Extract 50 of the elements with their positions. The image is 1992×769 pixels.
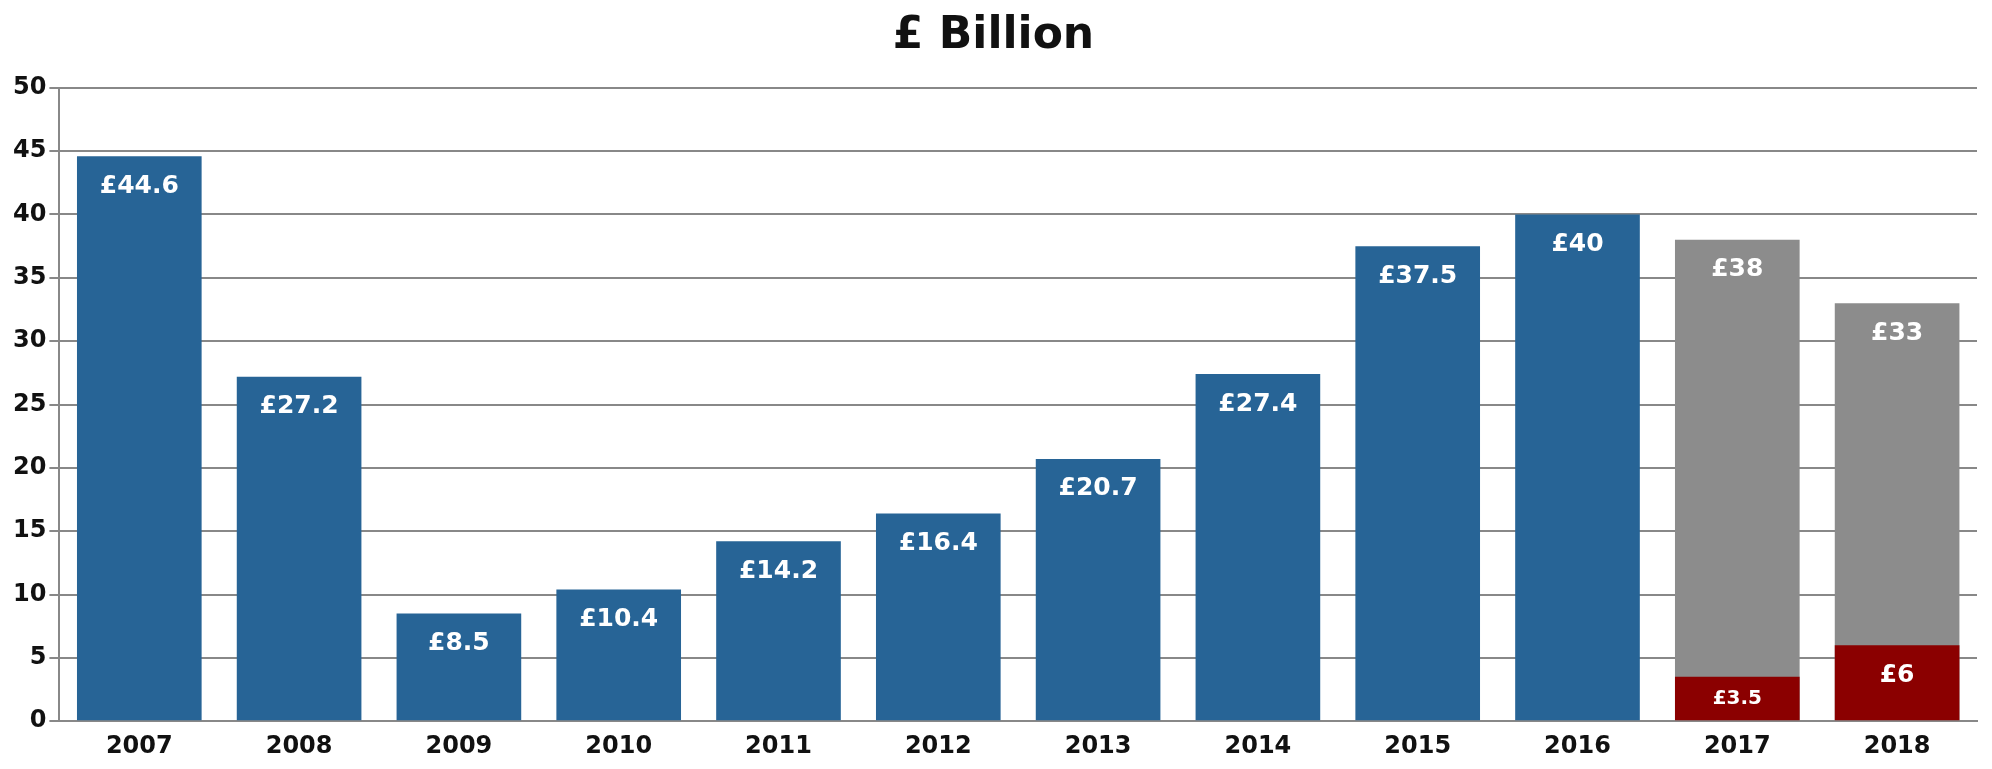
y-tick-label: 15 (12, 515, 47, 544)
x-tick-label: 2017 (1703, 730, 1771, 759)
data-label: £6 (1879, 658, 1915, 688)
y-tick-label: 35 (12, 262, 47, 291)
bar (1035, 458, 1161, 721)
data-label: £38 (1711, 253, 1764, 283)
data-label: £20.7 (1058, 472, 1138, 502)
data-label: £10.4 (579, 602, 659, 632)
data-label: £8.5 (428, 627, 490, 657)
bar (396, 613, 522, 721)
data-label: £44.6 (99, 169, 179, 199)
y-tick-label: 50 (12, 72, 47, 101)
bar (1834, 645, 1960, 721)
bar (875, 513, 1001, 721)
x-tick-label: 2010 (585, 730, 653, 759)
x-tick-label: 2018 (1863, 730, 1931, 759)
x-tick-label: 2015 (1384, 730, 1452, 759)
data-label: £14.2 (738, 554, 819, 584)
y-tick-label: 40 (12, 198, 47, 227)
x-tick-label: 2014 (1224, 730, 1292, 759)
data-label: £3.5 (1712, 684, 1762, 709)
y-tick-label: 0 (29, 705, 47, 734)
y-tick-label: 25 (12, 388, 47, 417)
bar (1674, 676, 1800, 721)
bar (556, 589, 682, 721)
data-label: £27.4 (1218, 387, 1298, 417)
x-tick-label: 2009 (425, 730, 493, 759)
bar (1195, 374, 1321, 721)
x-tick-label: 2016 (1544, 730, 1611, 759)
y-tick-label: 45 (12, 135, 47, 164)
x-tick-label: 2007 (105, 730, 173, 759)
data-label: £37.5 (1378, 259, 1458, 289)
chart-title: £ Billion (892, 6, 1095, 58)
bar (1355, 246, 1481, 721)
bar (76, 156, 202, 721)
bar (1515, 214, 1640, 721)
data-label: £40 (1551, 227, 1604, 257)
y-tick-label: 5 (29, 642, 47, 671)
x-tick-label: 2011 (745, 730, 812, 759)
bar (236, 376, 362, 721)
data-label: £33 (1871, 316, 1924, 346)
y-tick-label: 20 (12, 452, 47, 481)
x-tick-label: 2013 (1064, 730, 1132, 759)
y-tick-label: 30 (12, 325, 47, 354)
y-tick-label: 10 (12, 578, 47, 607)
data-label: £16.4 (898, 526, 978, 556)
x-tick-label: 2012 (904, 730, 972, 759)
bar (716, 541, 841, 721)
x-tick-label: 2008 (265, 730, 333, 759)
data-label: £27.2 (259, 390, 339, 420)
